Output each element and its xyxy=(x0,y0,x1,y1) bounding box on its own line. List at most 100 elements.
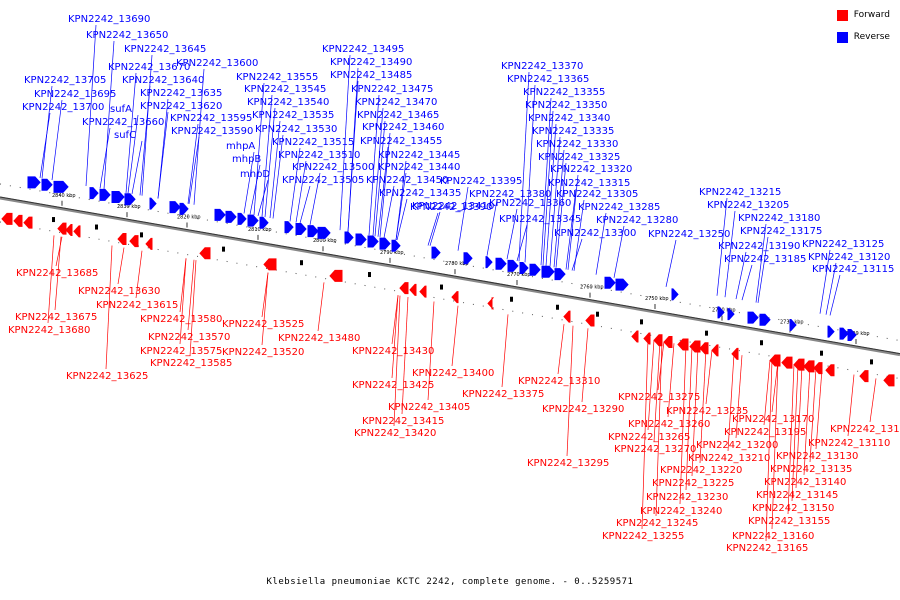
reverse-gene-label: KPN2242_13445 xyxy=(378,150,460,161)
forward-gene-label: KPN2242_13150 xyxy=(752,503,834,514)
reverse-gene-label: KPN2242_13695 xyxy=(34,89,116,100)
forward-leader-line xyxy=(679,345,687,505)
backbone-mark xyxy=(510,296,513,302)
forward-leader-line xyxy=(699,348,707,464)
reverse-gene-label: KPN2242_13620 xyxy=(140,101,222,112)
forward-gene-arrow xyxy=(65,223,73,236)
reverse-gene-arrow xyxy=(615,278,629,291)
forward-leader-line xyxy=(869,378,877,423)
forward-gene-label: KPN2242_13625 xyxy=(66,371,148,382)
reverse-gene-label: KPN2242_13455 xyxy=(360,136,442,147)
forward-gene-label: KPN2242_13265 xyxy=(608,432,690,443)
reverse-gene-arrow xyxy=(99,188,111,201)
reverse-leader-line xyxy=(542,110,554,266)
forward-leader-line xyxy=(815,369,823,450)
reverse-gene-arrow xyxy=(391,239,401,252)
reverse-leader-line xyxy=(595,212,607,275)
forward-gene-label: KPN2242_13145 xyxy=(756,490,838,501)
forward-leader-line xyxy=(55,236,63,267)
reverse-gene-arrow xyxy=(431,246,441,259)
forward-leader-line xyxy=(787,364,795,515)
reverse-gene-arrow xyxy=(727,308,735,321)
forward-gene-label: KPN2242_13255 xyxy=(602,531,684,542)
forward-gene-label: KPN2242_13630 xyxy=(78,286,160,297)
forward-leader-line xyxy=(261,272,269,346)
scale-tick-label: 2830 kbp xyxy=(117,204,141,210)
forward-gene-label: KPN2242_13425 xyxy=(352,380,434,391)
reverse-leader-line xyxy=(249,164,261,215)
reverse-gene-label: KPN2242_13175 xyxy=(740,226,822,237)
reverse-leader-line xyxy=(553,149,565,268)
forward-gene-label: KPN2242_13310 xyxy=(518,376,600,387)
forward-leader-line xyxy=(189,260,197,357)
reverse-gene-arrow xyxy=(247,214,259,227)
reverse-leader-line xyxy=(103,40,115,190)
forward-gene-label: KPN2242_13290 xyxy=(542,404,624,415)
reverse-leader-line xyxy=(506,208,518,260)
forward-leader-line xyxy=(791,364,799,502)
reverse-gene-label: KPN2242_13395 xyxy=(440,176,522,187)
forward-gene-arrow xyxy=(859,370,869,383)
reverse-leader-line xyxy=(395,172,407,240)
forward-leader-line xyxy=(261,272,269,318)
forward-gene-label: KPN2242_13130 xyxy=(776,451,858,462)
forward-leader-line xyxy=(391,295,399,345)
forward-gene-label: KPN2242_13230 xyxy=(646,492,728,503)
forward-gene-label: KPN2242_13575 xyxy=(140,346,222,357)
forward-leader-line xyxy=(705,349,713,405)
reverse-leader-line xyxy=(516,224,528,262)
reverse-leader-line xyxy=(347,80,359,232)
reverse-leader-line xyxy=(125,72,137,193)
reverse-gene-label: KPN2242_13370 xyxy=(501,61,583,72)
reverse-gene-label: KPN2242_13510 xyxy=(278,150,360,161)
reverse-leader-line xyxy=(540,97,552,266)
forward-gene-arrow xyxy=(487,297,495,310)
reverse-gene-label: KPN2242_13345 xyxy=(499,214,581,225)
forward-leader-line xyxy=(809,367,817,463)
scale-tick-label: 2720 kbp xyxy=(846,331,870,337)
forward-leader-line xyxy=(771,361,779,413)
forward-leader-line xyxy=(655,341,663,517)
reverse-leader-line xyxy=(518,71,530,262)
forward-gene-arrow xyxy=(409,283,417,296)
reverse-gene-label: KPN2242_13505 xyxy=(282,175,364,186)
reverse-gene-label: KPN2242_13360 xyxy=(489,198,571,209)
reverse-gene-arrow xyxy=(124,193,136,206)
forward-leader-line xyxy=(847,374,855,437)
legend: Forward Reverse xyxy=(836,8,890,52)
reverse-leader-line xyxy=(379,132,391,238)
scale-tick-label: 2790 kbp xyxy=(380,250,404,256)
reverse-gene-label: KPN2242_13635 xyxy=(140,88,222,99)
reverse-leader-line xyxy=(829,274,841,316)
forward-gene-arrow xyxy=(199,247,211,260)
forward-gene-arrow xyxy=(781,356,793,369)
reverse-leader-line xyxy=(555,162,567,268)
forward-leader-line xyxy=(771,361,779,530)
reverse-gene-label: KPN2242_13645 xyxy=(124,44,206,55)
scale-tick-label: 2760 kbp xyxy=(580,285,604,291)
reverse-gene-label: KPN2242_13540 xyxy=(247,97,329,108)
forward-gene-label: KPN2242_13585 xyxy=(150,358,232,369)
reverse-gene-label: KPN2242_13690 xyxy=(68,14,150,25)
reverse-gene-label: KPN2242_13475 xyxy=(351,84,433,95)
reverse-gene-arrow xyxy=(344,231,354,244)
forward-gene-arrow xyxy=(883,374,895,387)
reverse-leader-line xyxy=(545,123,557,267)
reverse-gene-arrow xyxy=(529,263,541,276)
forward-leader-line xyxy=(117,247,125,285)
forward-gene-label: KPN2242_13225 xyxy=(652,478,734,489)
reverse-leader-line xyxy=(309,172,321,226)
forward-gene-arrow xyxy=(653,334,663,347)
forward-leader-line xyxy=(691,347,699,477)
reverse-gene-label: KPN2242_13120 xyxy=(808,252,890,263)
reverse-leader-line xyxy=(757,236,769,303)
forward-gene-arrow xyxy=(563,310,571,323)
reverse-gene-label: KPN2242_13600 xyxy=(176,58,258,69)
reverse-gene-label: KPN2242_13280 xyxy=(596,215,678,226)
reverse-leader-line xyxy=(665,239,677,287)
forward-gene-label: KPN2242_13675 xyxy=(15,312,97,323)
reverse-gene-arrow xyxy=(789,318,797,331)
reverse-gene-label: KPN2242_13660 xyxy=(82,117,164,128)
forward-gene-arrow xyxy=(689,340,701,353)
forward-gene-arrow xyxy=(13,214,23,227)
